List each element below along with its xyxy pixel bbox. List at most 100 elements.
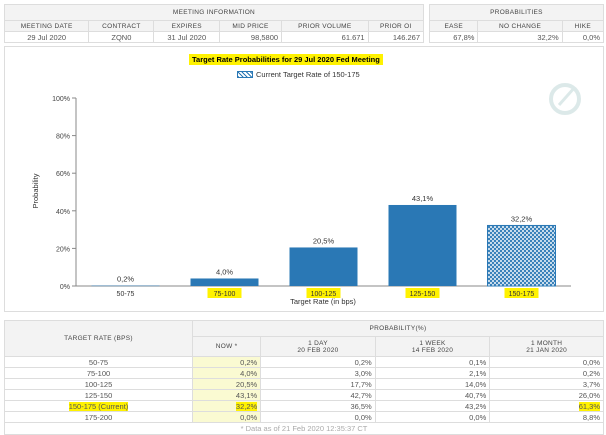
y-axis-label: Probability (31, 173, 40, 208)
cell-text: 2,1% (469, 368, 487, 378)
category-highlight (306, 288, 341, 298)
cell-text: 0,0% (354, 412, 372, 422)
probability-cell: 3,0% (260, 367, 376, 379)
period-header: NOW * (191, 336, 262, 357)
data-label: 4,0% (216, 267, 233, 276)
probability-cell: 42,7% (260, 389, 376, 401)
cell-text: 0,0% (240, 412, 258, 422)
period-date: 21 JAN 2020 (526, 346, 568, 354)
period-label: 1 WEEK (419, 339, 446, 347)
probabilities-title: PROBABILITIES (429, 4, 604, 21)
cell-text: 36,5% (350, 401, 372, 411)
meeting-value: ZQN0 (88, 31, 155, 43)
probability-cell: 2,1% (374, 367, 491, 379)
probability-cell: 40,7% (374, 389, 491, 401)
x-axis-label: Target Rate (in bps) (290, 297, 356, 306)
y-tick-label: 60% (56, 171, 70, 178)
period-header: 1 MONTH 21 JAN 2020 (489, 336, 604, 357)
bar (289, 247, 358, 286)
meeting-value: 29 Jul 2020 (3, 31, 90, 43)
probability-cell: 43,1% (191, 389, 262, 401)
probability-cell: 43,2% (374, 400, 491, 412)
category-highlight (504, 288, 539, 298)
bar (190, 278, 259, 286)
cell-text: 75-100 (86, 368, 111, 378)
cell-text: 100-125 (84, 379, 113, 389)
cell-text: 0,1% (469, 357, 487, 367)
y-tick-label: 20% (56, 246, 70, 253)
chart-title: Target Rate Probabilities for 29 Jul 202… (189, 54, 383, 65)
chart-panel: Target Rate Probabilities for 29 Jul 202… (4, 46, 604, 312)
y-tick-label: 40% (56, 209, 70, 216)
data-label: 32,2% (511, 214, 533, 223)
probability-cell: 61,3% (489, 400, 604, 412)
cell-text: 40,7% (464, 390, 487, 400)
data-label: 0,2% (117, 275, 134, 284)
probability-value: 32,2% (477, 31, 563, 43)
period-label: 1 MONTH (530, 339, 563, 347)
cell-text: 0,0% (469, 412, 487, 422)
y-tick-label: 100% (52, 96, 70, 103)
probability-cell: 36,5% (260, 400, 376, 412)
probability-cell: 8,8% (489, 411, 604, 423)
cell-text: 32,2% (235, 401, 258, 411)
target-rate-cell: 100-125 (4, 378, 193, 390)
meeting-value: 146.267 (367, 31, 425, 43)
probability-header: HIKE (561, 20, 605, 32)
probability-header: EASE (428, 20, 479, 32)
cell-text: 0,2% (240, 357, 258, 367)
probability-cell: 17,7% (260, 378, 376, 390)
period-header: 1 WEEK 14 FEB 2020 (374, 336, 491, 357)
probability-cell: 0,0% (191, 411, 262, 423)
meeting-header: PRIOR OI (367, 20, 425, 32)
table-row: 175-200 0,0% 0,0% 0,0% 8,8% (4, 411, 604, 423)
cell-text: 17,7% (350, 379, 372, 389)
bar (91, 285, 160, 287)
target-rate-cell: 150-175 (Current) (4, 400, 193, 412)
meeting-header: EXPIRES (153, 20, 221, 32)
target-rate-cell: 50-75 (4, 356, 193, 368)
cell-text: 0,2% (582, 368, 600, 378)
y-tick-label: 80% (56, 134, 70, 141)
target-rate-header: TARGET RATE (BPS) (4, 320, 193, 357)
probability-cell: 0,2% (260, 356, 376, 368)
legend[interactable]: Current Target Rate of 150-175 (237, 70, 360, 79)
table-row: 125-150 43,1% 42,7% 40,7% 26,0% (4, 389, 604, 401)
meeting-value: 98,5800 (219, 31, 283, 43)
category-highlight (207, 288, 242, 298)
cell-text: 43,2% (464, 401, 487, 411)
target-rate-cell: 175-200 (4, 411, 193, 423)
period-label: NOW * (215, 343, 238, 350)
period-date: 14 FEB 2020 (411, 346, 454, 354)
x-tick-label: 100-125 (311, 291, 337, 298)
target-rate-table: TARGET RATE (BPS) PROBABILITY(%) NOW * 1 D… (4, 320, 604, 435)
probability-header: NO CHANGE (477, 20, 563, 32)
legend-label: Current Target Rate of 150-175 (256, 70, 360, 79)
meeting-info-title: MEETING INFORMATION (4, 4, 424, 21)
target-rate-cell: 125-150 (4, 389, 193, 401)
probability-cell: 26,0% (489, 389, 604, 401)
cell-text: 43,1% (235, 390, 258, 400)
probability-cell: 0,0% (260, 411, 376, 423)
bar-chart: 0% 20% 40% 60% 80% 100% Probability Target Rate… (31, 83, 581, 306)
probability-cell: 14,0% (374, 378, 491, 390)
probability-cell: 0,2% (191, 356, 262, 368)
probability-cell: 4,0% (191, 367, 262, 379)
table-row: 50-75 0,2% 0,2% 0,1% 0,0% (4, 356, 604, 368)
probability-cell: 0,0% (374, 411, 491, 423)
period-date: 20 FEB 2020 (297, 346, 339, 354)
cell-text: 175-200 (84, 412, 113, 422)
meeting-value: 31 Jul 2020 (153, 31, 221, 43)
cell-text: 8,8% (582, 412, 600, 422)
probability-value: 67,8% (428, 31, 479, 43)
data-label: 20,5% (313, 236, 335, 245)
cell-text: 150-175 (Current) (68, 401, 129, 411)
x-tick-label: 125-150 (410, 291, 436, 298)
cell-text: 125-150 (84, 390, 113, 400)
category-highlight (405, 288, 440, 298)
footnote: * Data as of 21 Feb 2020 12:35:37 CT (4, 422, 604, 435)
period-label: 1 DAY (308, 339, 328, 347)
probability-cell: 0,0% (489, 356, 604, 368)
cell-text: 20,5% (235, 379, 258, 389)
probability-cell: 3,7% (489, 378, 604, 390)
